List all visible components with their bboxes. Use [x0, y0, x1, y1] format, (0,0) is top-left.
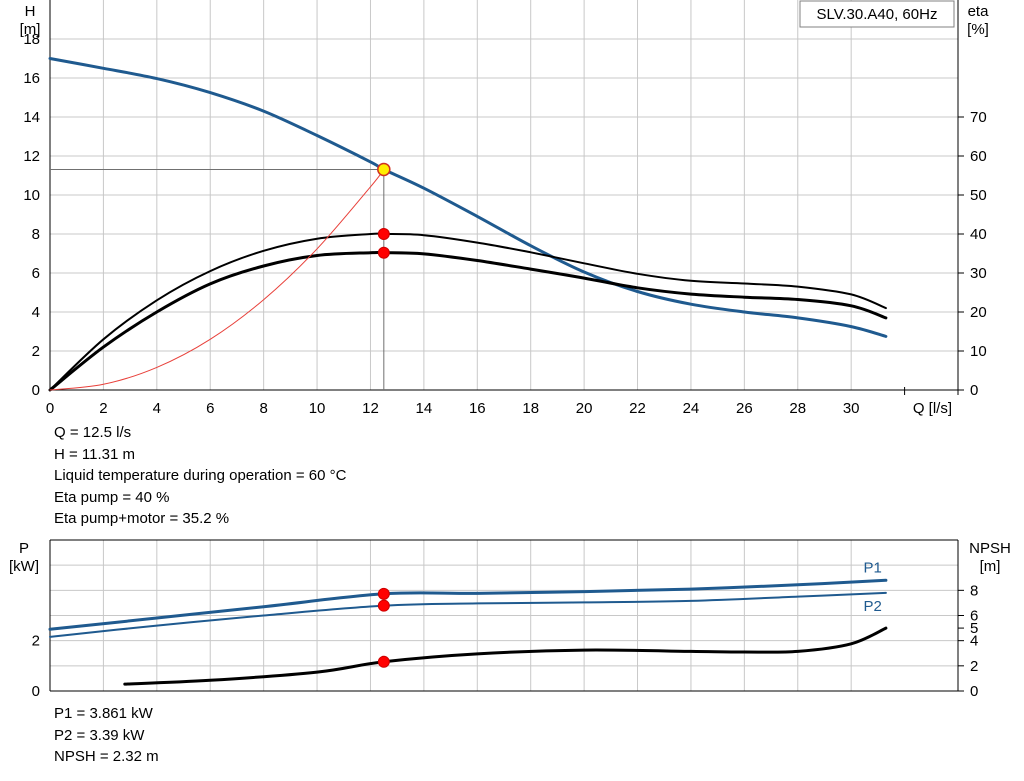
info-p1: P1 = 3.861 kW — [54, 705, 153, 722]
bottom-y2-tick-label-3: 5 — [970, 620, 978, 637]
bottom-y-axis-label-line-0: P — [19, 540, 29, 557]
p2-curve — [49, 591, 887, 638]
info-liquid-temperature: Liquid temperature during operation = 60… — [54, 467, 347, 484]
eta-pump-curve — [49, 232, 887, 391]
bottom-y2-tick-label-4: 6 — [970, 608, 978, 625]
bottom-y2-axis-label-line-0: NPSH — [969, 540, 1011, 557]
p2-curve-label: P2 — [864, 598, 882, 615]
top-y2-axis-label-line-0: eta — [968, 3, 990, 20]
info-p2: P2 = 3.39 kW — [54, 726, 145, 744]
top-y2-tick-label-7: 70 — [970, 109, 987, 126]
top-x-tick-label-4: 8 — [259, 400, 267, 417]
chart-title-box — [799, 0, 955, 28]
top-y2-tick-label-4: 40 — [970, 226, 987, 243]
bottom-y-axis-label-line-1: [kW] — [9, 558, 39, 575]
head-curve — [48, 57, 888, 338]
top-x-tick-label-7: 14 — [416, 400, 433, 417]
top-x-tick-label-11: 22 — [629, 400, 646, 417]
top-x-tick-label-6: 12 — [362, 400, 379, 417]
top-y2-tick-label-1: 10 — [970, 343, 987, 360]
top-y-tick-label-8: 16 — [23, 70, 40, 87]
system-curve — [49, 169, 385, 391]
top-y2-axis-label-line-1: [%] — [967, 21, 989, 38]
top-x-tick-label-8: 16 — [469, 400, 486, 417]
info-npsh: NPSH = 2.32 m — [54, 748, 159, 765]
bottom-y2-tick-label-2: 4 — [970, 633, 978, 650]
chart-title: SLV.30.A40, 60Hz — [817, 6, 938, 23]
top-y2-tick-label-5: 50 — [970, 187, 987, 204]
top-y2-tick-label-2: 20 — [970, 304, 987, 321]
top-y-tick-label-9: 18 — [23, 31, 40, 48]
top-x-tick-label-15: 30 — [843, 400, 860, 417]
top-x-tick-label-10: 20 — [576, 400, 593, 417]
top-y-tick-label-2: 4 — [32, 304, 40, 321]
operating-point-marker — [377, 162, 391, 177]
top-y2-tick-label-6: 60 — [970, 148, 987, 165]
top-y2-tick-label-3: 30 — [970, 265, 987, 282]
top-x-tick-label-3: 6 — [206, 400, 214, 417]
top-y2-tick-label-0: 0 — [970, 382, 978, 399]
bottom-y2-tick-label-0: 0 — [970, 683, 978, 700]
top-y-axis-label-line-0: H — [25, 3, 36, 20]
p1-curve — [48, 578, 888, 631]
bottom-y-tick-label-1: 2 — [32, 633, 40, 650]
bottom-y2-axis-label-line-1: [m] — [980, 558, 1001, 575]
top-x-tick-label-0: 0 — [46, 400, 54, 417]
top-y-axis-label-line-1: [m] — [20, 21, 41, 38]
bottom-y2-tick-label-1: 2 — [970, 658, 978, 675]
top-y-tick-label-3: 6 — [32, 265, 40, 282]
top-x-tick-label-5: 10 — [309, 400, 326, 417]
top-duty-marker-1 — [377, 246, 390, 259]
top-x-tick-label-9: 18 — [522, 400, 539, 417]
top-x-tick-label-1: 2 — [99, 400, 107, 417]
bottom-y-tick-label-0: 0 — [32, 683, 40, 700]
top-x-tick-label-2: 4 — [153, 400, 161, 417]
info-head: H = 11.31 m — [54, 445, 136, 463]
top-x-tick-label-14: 28 — [789, 400, 806, 417]
power-info: P1 = 3.861 kW P2 = 3.39 kW NPSH = 2.32 m — [54, 703, 159, 768]
bottom-y2-tick-label-5: 8 — [970, 582, 978, 599]
info-flow: Q = 12.5 l/s — [54, 424, 132, 441]
top-y-tick-label-0: 0 — [32, 382, 40, 399]
top-duty-marker-0 — [377, 228, 390, 240]
duty-point-info: Q = 12.5 l/s H = 11.31 m Liquid temperat… — [54, 422, 346, 530]
top-y-tick-label-4: 8 — [32, 226, 40, 243]
npsh-curve — [123, 626, 888, 686]
top-y-tick-label-1: 2 — [32, 343, 40, 360]
top-y-tick-label-6: 12 — [23, 148, 40, 165]
p1-curve-label: P1 — [864, 559, 882, 576]
eta-pump-motor-curve — [48, 250, 888, 392]
bottom-duty-marker-0 — [377, 587, 390, 600]
bottom-duty-marker-2 — [377, 655, 390, 668]
top-y-tick-label-7: 14 — [23, 109, 40, 126]
top-x-tick-label-12: 24 — [683, 400, 700, 417]
bottom-duty-marker-1 — [377, 599, 390, 612]
info-eta-pump: Eta pump = 40 % — [54, 488, 170, 506]
top-x-tick-label-13: 26 — [736, 400, 753, 417]
info-eta-pump-motor: Eta pump+motor = 35.2 % — [54, 510, 230, 527]
top-x-axis-label: Q [l/s] — [913, 400, 952, 417]
top-y-tick-label-5: 10 — [23, 187, 40, 204]
